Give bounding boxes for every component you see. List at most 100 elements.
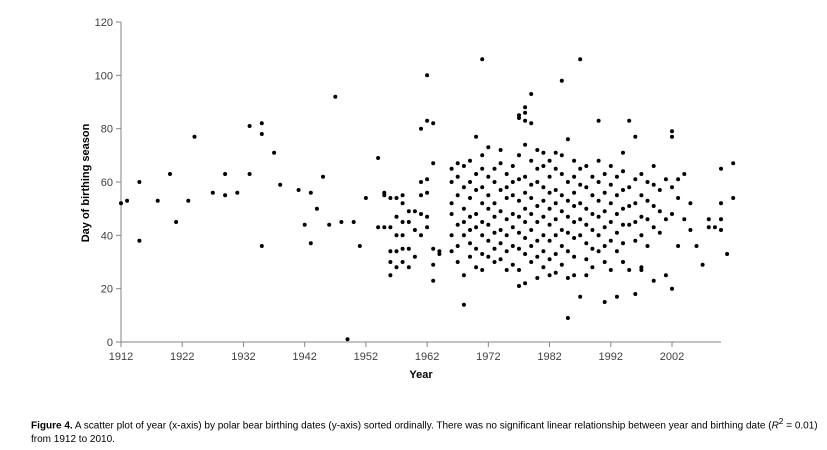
data-point bbox=[455, 244, 460, 248]
data-point bbox=[535, 238, 540, 243]
data-point bbox=[486, 222, 491, 227]
data-point bbox=[559, 153, 564, 158]
data-point bbox=[547, 206, 552, 211]
data-point bbox=[553, 233, 558, 238]
data-point bbox=[719, 228, 723, 232]
data-point bbox=[590, 265, 595, 270]
data-point bbox=[455, 222, 460, 227]
data-point bbox=[406, 220, 411, 224]
data-point bbox=[584, 206, 589, 211]
data-point bbox=[584, 164, 589, 168]
data-point bbox=[480, 233, 485, 238]
data-point bbox=[602, 244, 607, 248]
x-tick-label: 1962 bbox=[415, 351, 439, 363]
data-point bbox=[498, 257, 503, 262]
data-point bbox=[468, 180, 472, 184]
data-point bbox=[523, 236, 528, 240]
data-point bbox=[584, 257, 589, 262]
data-point bbox=[547, 273, 552, 278]
data-point bbox=[376, 225, 381, 230]
data-point bbox=[406, 246, 411, 251]
data-point bbox=[621, 241, 625, 246]
data-point bbox=[572, 236, 577, 240]
data-point bbox=[259, 244, 264, 248]
data-point bbox=[523, 118, 528, 123]
data-point bbox=[480, 268, 485, 272]
data-point bbox=[578, 166, 583, 171]
data-point bbox=[547, 174, 552, 179]
data-point bbox=[657, 230, 662, 235]
data-point bbox=[682, 172, 687, 176]
data-point bbox=[425, 214, 430, 219]
data-point bbox=[186, 198, 191, 203]
data-point bbox=[529, 244, 534, 248]
data-point bbox=[700, 262, 705, 267]
data-point bbox=[706, 225, 711, 230]
data-point bbox=[602, 209, 607, 214]
data-point bbox=[651, 278, 656, 283]
data-point bbox=[590, 246, 595, 251]
data-point bbox=[523, 190, 528, 195]
data-point bbox=[468, 254, 472, 259]
figure-caption: Figure 4. A scatter plot of year (x-axis… bbox=[31, 414, 821, 447]
data-point bbox=[541, 198, 546, 203]
data-point bbox=[596, 249, 601, 254]
data-point bbox=[223, 172, 228, 176]
data-point bbox=[492, 260, 497, 264]
data-point bbox=[633, 134, 638, 139]
data-point bbox=[247, 172, 252, 176]
data-point bbox=[523, 105, 528, 110]
data-point bbox=[535, 276, 540, 280]
data-point bbox=[523, 142, 528, 147]
data-point bbox=[651, 182, 656, 187]
data-point bbox=[614, 294, 619, 299]
data-point bbox=[327, 222, 332, 227]
data-point bbox=[394, 196, 399, 200]
data-point bbox=[541, 233, 546, 238]
data-point bbox=[529, 158, 534, 163]
data-point bbox=[498, 148, 503, 152]
data-point bbox=[517, 268, 521, 272]
data-point bbox=[461, 185, 466, 190]
data-point bbox=[645, 244, 650, 248]
data-point bbox=[559, 78, 564, 83]
data-point bbox=[608, 220, 613, 224]
data-point bbox=[614, 193, 619, 198]
data-point bbox=[437, 252, 442, 256]
data-point bbox=[351, 220, 356, 224]
data-point bbox=[578, 182, 583, 187]
data-point bbox=[235, 190, 240, 195]
data-point bbox=[223, 193, 228, 198]
data-point bbox=[425, 118, 430, 123]
data-point bbox=[272, 150, 277, 155]
data-point bbox=[651, 204, 656, 208]
data-point bbox=[645, 180, 650, 184]
data-point bbox=[731, 196, 736, 200]
r-squared-exponent: 2 bbox=[778, 416, 784, 426]
data-point bbox=[504, 268, 509, 272]
data-point bbox=[596, 198, 601, 203]
x-tick-label: 1922 bbox=[170, 351, 194, 363]
data-point bbox=[517, 284, 521, 288]
x-tick-label: 1992 bbox=[599, 351, 623, 363]
data-point bbox=[596, 233, 601, 238]
data-point bbox=[559, 193, 564, 198]
data-point bbox=[400, 193, 405, 198]
data-point bbox=[596, 180, 601, 184]
data-point bbox=[578, 57, 583, 62]
data-point bbox=[137, 180, 142, 184]
data-point bbox=[663, 217, 668, 222]
data-point bbox=[535, 204, 540, 208]
data-point bbox=[431, 262, 436, 267]
data-point bbox=[474, 265, 479, 270]
data-point bbox=[321, 174, 325, 179]
data-point bbox=[517, 198, 521, 203]
data-point bbox=[633, 201, 638, 206]
data-point bbox=[345, 337, 350, 342]
data-points bbox=[119, 57, 736, 342]
data-point bbox=[510, 225, 515, 230]
data-point bbox=[529, 228, 534, 232]
data-point bbox=[480, 153, 485, 158]
data-point bbox=[296, 188, 301, 192]
data-point bbox=[688, 201, 693, 206]
